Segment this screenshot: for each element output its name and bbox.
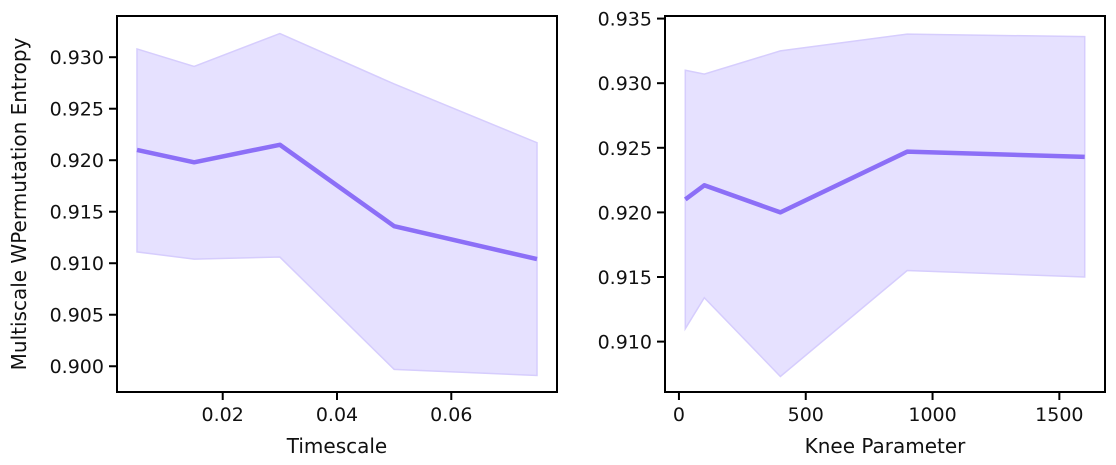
y-tick-label: 0.925: [50, 99, 104, 121]
series-line: [136, 142, 538, 262]
chart-2: 0 500 1000 1500 0.910 0.915 0.920 0.925 0.930 0.9…: [598, 9, 1106, 458]
x-tick-label: 0.02: [202, 404, 244, 426]
x-tick-label: 0.04: [316, 404, 358, 426]
y-tick-label: 0.920: [50, 150, 104, 172]
y-tick-label: 0.930: [598, 73, 652, 95]
axes-frame: [664, 15, 1106, 393]
y-tick-label: 0.925: [598, 138, 652, 160]
y-axis-label: Multiscale WPermutation Entropy: [7, 37, 31, 370]
y-tick-label: 0.900: [50, 356, 104, 378]
x-axis-label: Knee Parameter: [805, 434, 967, 458]
y-tick-label: 0.915: [50, 202, 104, 224]
x-axis-label: Timescale: [286, 434, 387, 458]
chart-1: 0.02 0.04 0.06 0.900 0.905 0.910 0.915 0.920 0.9…: [7, 15, 558, 458]
x-tick-label: 1500: [1035, 404, 1083, 426]
y-tick-label: 0.935: [598, 9, 652, 31]
x-tick-label: 1000: [908, 404, 956, 426]
x-tick-label: 0.06: [430, 404, 472, 426]
y-tick-label: 0.930: [50, 47, 104, 69]
y-tick-label: 0.910: [50, 253, 104, 275]
confidence-band: [136, 32, 538, 377]
y-tick-label: 0.920: [598, 202, 652, 224]
y-tick-label: 0.915: [598, 267, 652, 289]
x-tick-label: 0: [673, 404, 685, 426]
y-tick-label: 0.905: [50, 305, 104, 327]
x-tick-label: 500: [788, 404, 824, 426]
y-tick-label: 0.910: [598, 332, 652, 354]
confidence-band: [684, 33, 1086, 378]
series-line: [683, 149, 1085, 215]
